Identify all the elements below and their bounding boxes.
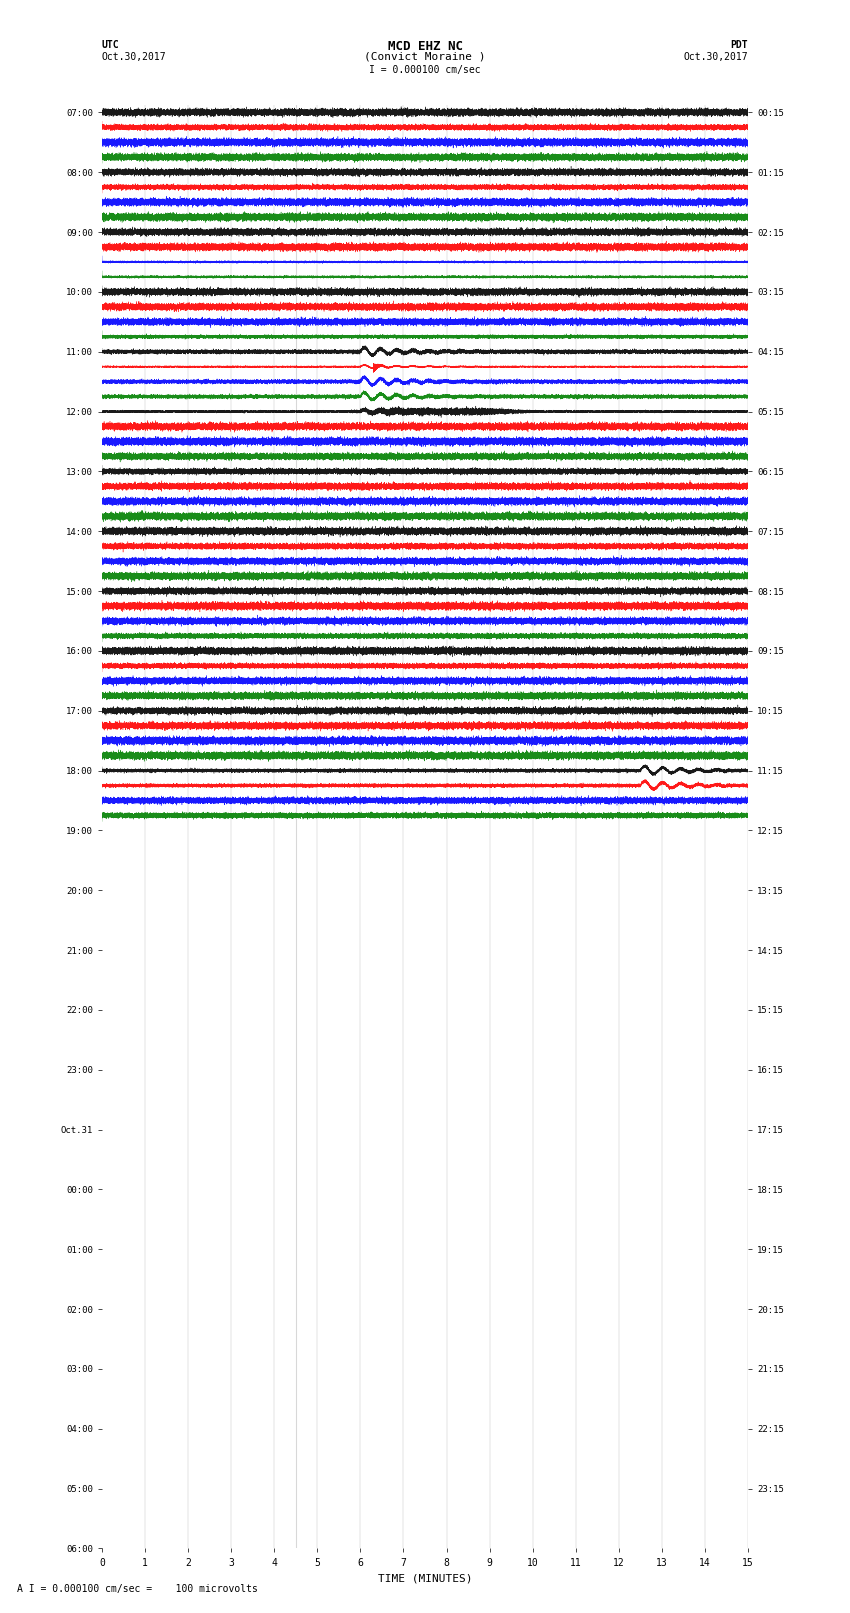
Text: A I = 0.000100 cm/sec =    100 microvolts: A I = 0.000100 cm/sec = 100 microvolts: [17, 1584, 258, 1594]
X-axis label: TIME (MINUTES): TIME (MINUTES): [377, 1573, 473, 1582]
Text: Oct.30,2017: Oct.30,2017: [102, 52, 167, 61]
Text: Oct.30,2017: Oct.30,2017: [683, 52, 748, 61]
Text: (Convict Moraine ): (Convict Moraine ): [365, 52, 485, 61]
Text: I = 0.000100 cm/sec: I = 0.000100 cm/sec: [369, 65, 481, 74]
Text: MCD EHZ NC: MCD EHZ NC: [388, 40, 462, 53]
Text: PDT: PDT: [730, 40, 748, 50]
Text: UTC: UTC: [102, 40, 120, 50]
